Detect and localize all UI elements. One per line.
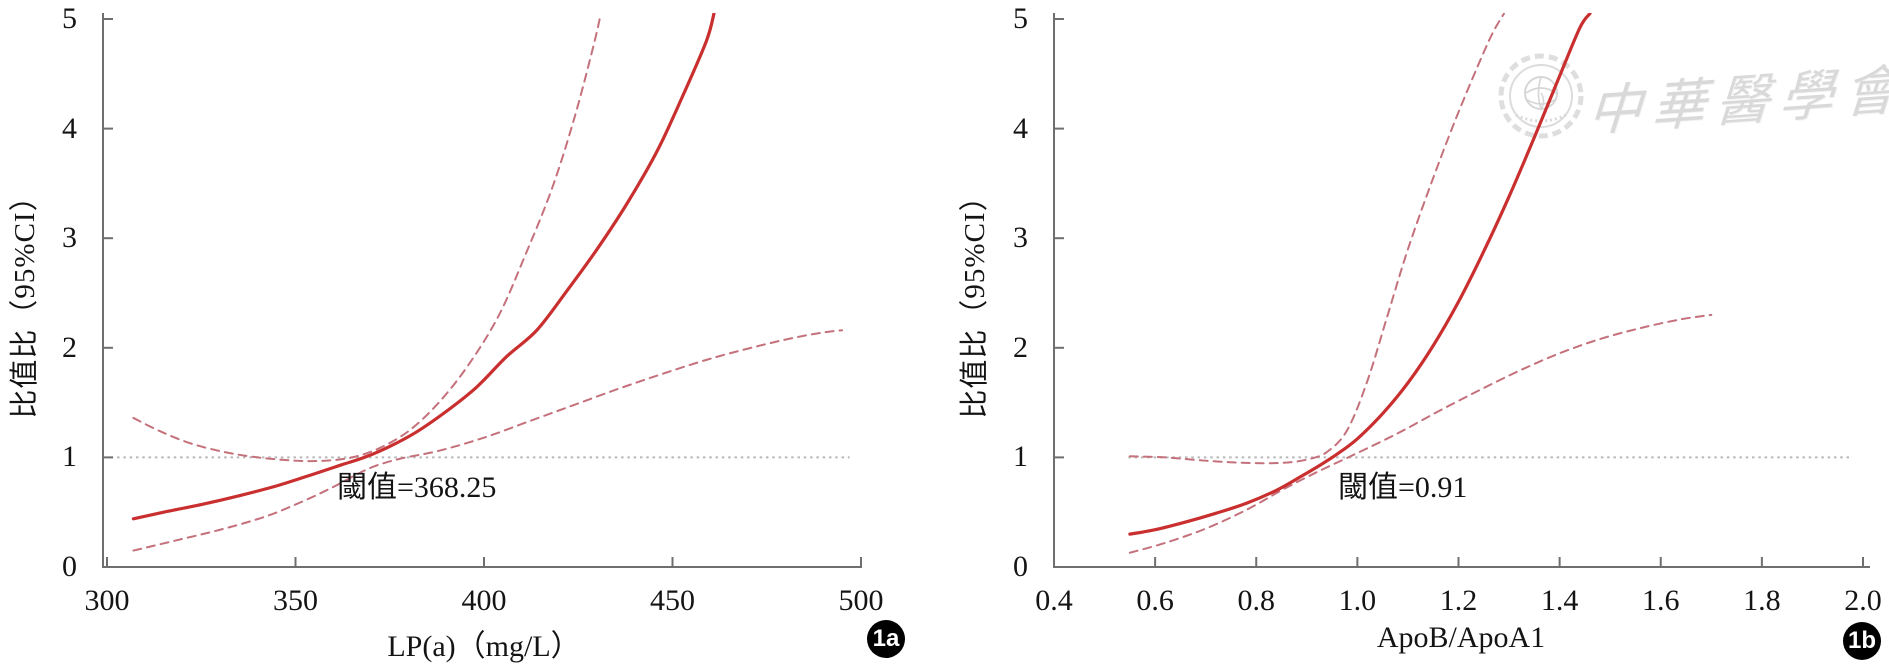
panel-a-threshold-annotation: 閾值=368.25	[337, 471, 497, 504]
panel-b-ci-lower-curve	[1128, 313, 1713, 554]
panel-a-or-curve	[131, 13, 716, 521]
panel-a-ci-upper-curve	[132, 13, 602, 463]
panel-b-threshold-annotation: 閾值=0.91	[1338, 471, 1468, 504]
panel-a-y-axis-title: 比值比（95%CI）	[9, 181, 41, 419]
panel-b-badge: 1b	[1843, 622, 1881, 660]
panel-b-ci-upper-curve	[1128, 13, 1506, 465]
panel-b-y-axis-title: 比值比（95%CI）	[959, 181, 991, 419]
panel-b-or-curve	[1128, 13, 1592, 536]
panel-a-badge: 1a	[867, 620, 905, 658]
panel-a-ci-lower-curve	[132, 329, 844, 552]
panel-a-axis-spine	[102, 13, 862, 568]
panel-a-x-axis-title: LP(a)（mg/L）	[387, 630, 581, 663]
panel-b-x-axis-title: ApoB/ApoA1	[1376, 621, 1546, 654]
